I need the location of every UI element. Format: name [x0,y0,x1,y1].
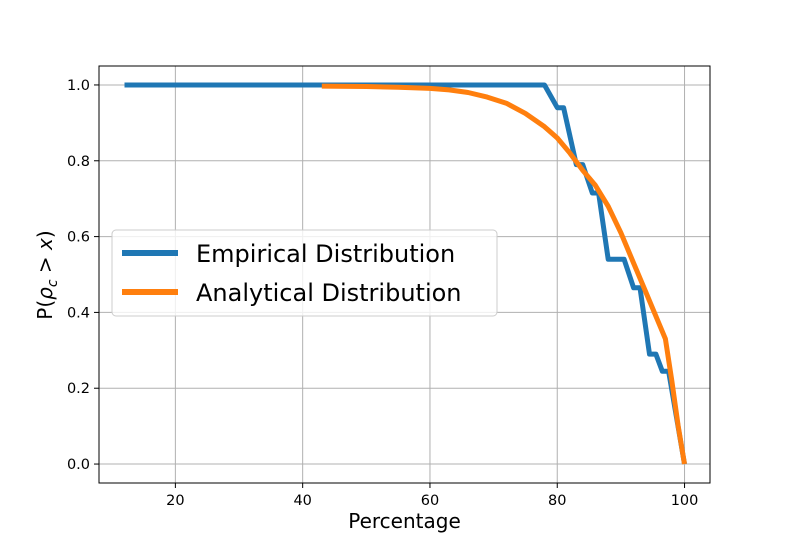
series-line-empirical [124,82,687,465]
ticks: 20 40 60 80 100 0.0 0.2 0.4 0.6 0.8 1.0 [67,78,698,509]
x-axis-label: Percentage [348,509,461,533]
x-tick-label: 60 [421,493,439,509]
y-tick-label: 1.0 [67,78,90,94]
y-tick-label: 0.8 [67,154,90,170]
y-tick-label: 0.2 [67,381,90,397]
x-tick-label: 100 [671,493,699,509]
y-axis-label: P(ρc > x) [33,230,61,319]
x-tick-label: 40 [293,493,311,509]
y-tick-label: 0.6 [67,230,90,246]
plot-frame [98,65,711,484]
series-line-analytical [321,83,687,465]
x-tick-label: 20 [166,493,184,509]
legend-label-empirical: Empirical Distribution [196,240,455,268]
y-tick-label: 0.4 [67,305,90,321]
legend-label-analytical: Analytical Distribution [196,279,462,307]
legend: Empirical Distribution Analytical Distri… [111,229,498,317]
series-layer [124,82,687,465]
x-tick-label: 80 [548,493,566,509]
legend-box [111,229,498,317]
y-tick-label: 0.0 [67,457,90,473]
